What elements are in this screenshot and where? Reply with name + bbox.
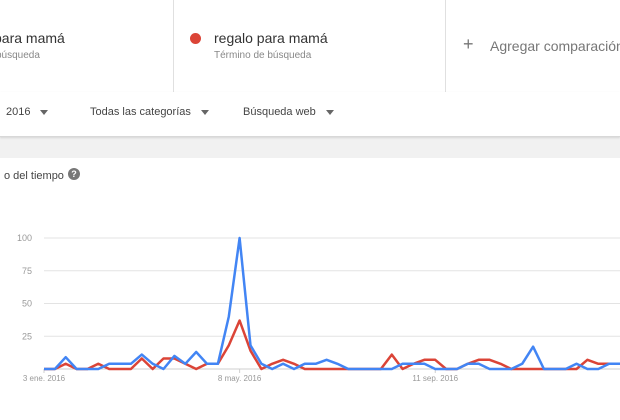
- y-tick-label: 100: [17, 233, 32, 243]
- search-term-2-title: regalo para mamá: [214, 30, 328, 46]
- search-terms-bar: para mamá búsqueda regalo para mamá Térm…: [0, 0, 620, 93]
- y-tick-label: 25: [22, 331, 32, 341]
- search-term-2-subtitle: Término de búsqueda: [214, 50, 312, 61]
- add-comparison-button[interactable]: + Agregar comparación: [446, 0, 620, 92]
- category-dropdown[interactable]: Todas las categorías: [90, 106, 209, 118]
- interest-over-time-card: o del tiempo ? 100 75 50 25 3 ene. 2016 8 ma…: [0, 158, 620, 420]
- y-tick-label: 75: [22, 266, 32, 276]
- search-term-1-subtitle: búsqueda: [0, 50, 40, 61]
- x-tick-label: 3 ene. 2016: [23, 374, 66, 383]
- divider: [173, 0, 174, 92]
- y-tick-label: 50: [22, 299, 32, 309]
- red-dot-icon: [190, 33, 201, 44]
- x-tick-label: 11 sep. 2016: [412, 374, 458, 383]
- category-value: Todas las categorías: [90, 106, 191, 118]
- series-line-2: [44, 319, 620, 371]
- filter-bar: 2016 Todas las categorías Búsqueda web: [0, 92, 620, 137]
- card-title: o del tiempo: [4, 170, 64, 182]
- chevron-down-icon: [200, 109, 209, 115]
- x-tick-label: 8 may. 2016: [218, 374, 262, 383]
- chevron-down-icon: [325, 109, 334, 115]
- time-range-dropdown[interactable]: 2016: [6, 106, 49, 118]
- help-icon[interactable]: ?: [68, 168, 80, 180]
- add-comparison-label: Agregar comparación: [490, 38, 620, 54]
- search-term-1[interactable]: para mamá búsqueda: [0, 0, 173, 92]
- plus-icon: +: [463, 34, 474, 54]
- series-line-1: [44, 236, 620, 371]
- search-type-value: Búsqueda web: [243, 106, 316, 118]
- time-range-value: 2016: [6, 106, 31, 118]
- divider: [445, 0, 446, 92]
- search-type-dropdown[interactable]: Búsqueda web: [243, 106, 334, 118]
- chevron-down-icon: [40, 109, 49, 115]
- interest-chart: 100 75 50 25 3 ene. 2016 8 may. 2016 11 sep. …: [17, 233, 620, 383]
- search-term-1-title: para mamá: [0, 30, 65, 46]
- search-term-2[interactable]: regalo para mamá Término de búsqueda: [174, 0, 445, 92]
